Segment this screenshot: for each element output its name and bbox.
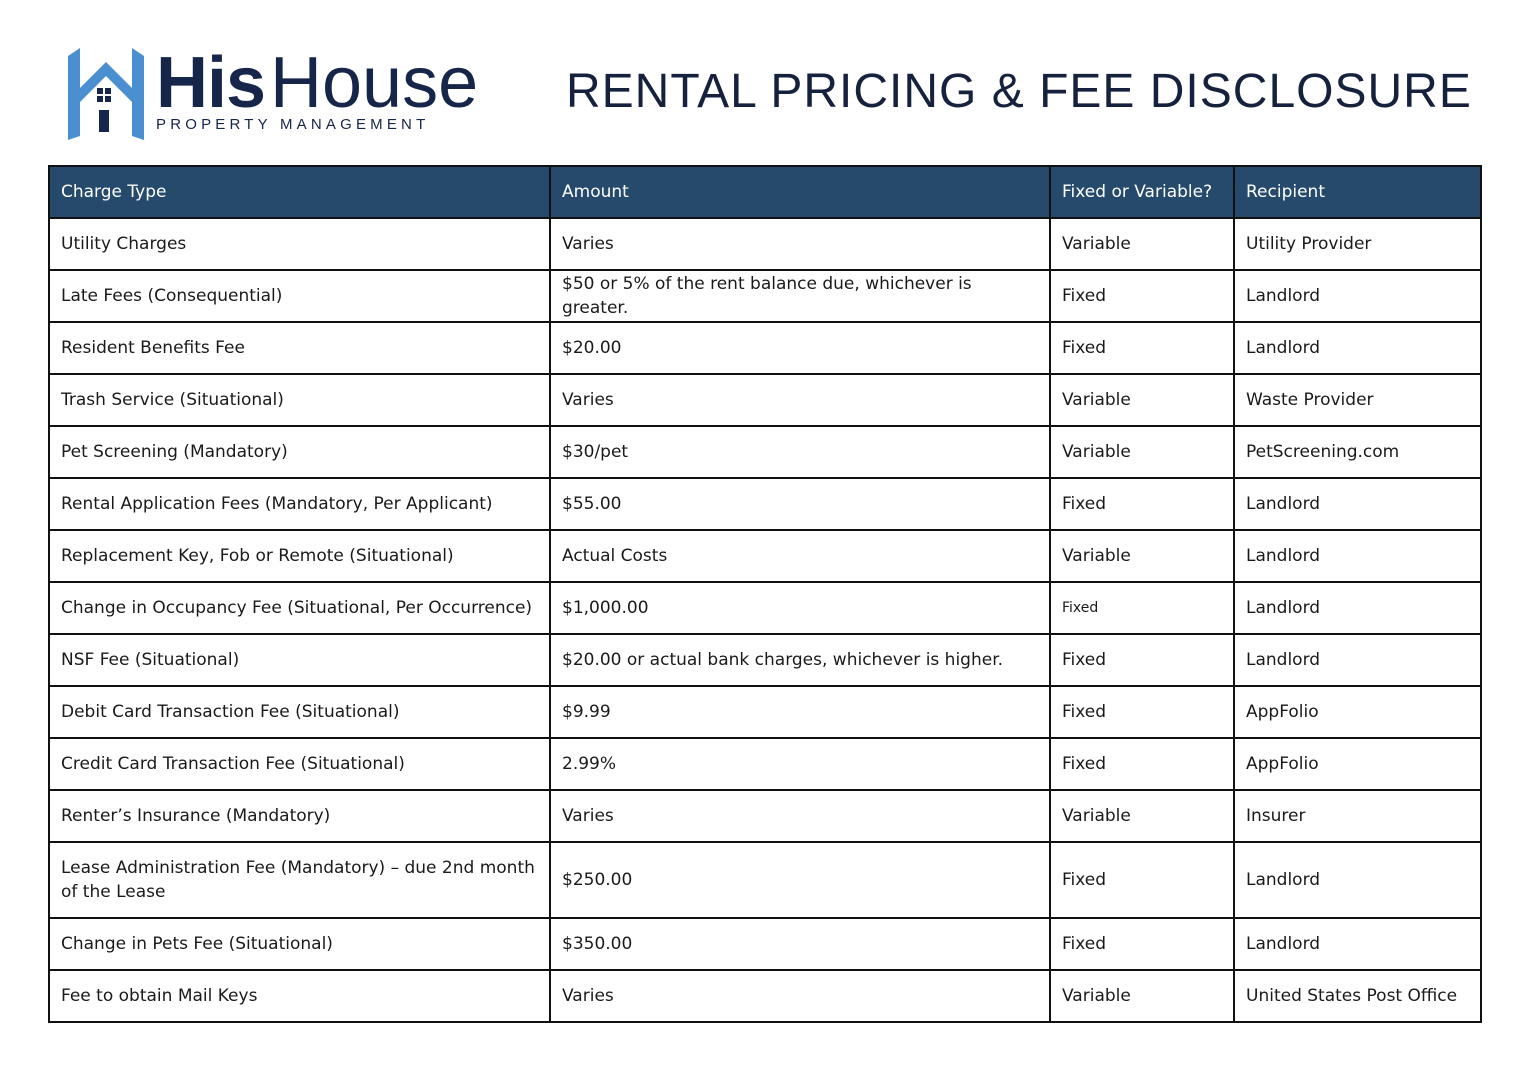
company-logo: His House PROPERTY MANAGEMENT xyxy=(64,43,504,144)
fee-table: Charge Type Amount Fixed or Variable? Recip… xyxy=(48,165,1482,1023)
house-logo-icon xyxy=(68,48,144,140)
cell-charge-type: Debit Card Transaction Fee (Situational) xyxy=(48,685,551,739)
cell-recipient: AppFolio xyxy=(1233,685,1482,739)
column-header-fixed-or-variable: Fixed or Variable? xyxy=(1049,165,1235,219)
cell-charge-type: Utility Charges xyxy=(48,217,551,271)
logo-text-his: His xyxy=(156,43,266,123)
cell-recipient: Landlord xyxy=(1233,529,1482,583)
cell-charge-type: Resident Benefits Fee xyxy=(48,321,551,375)
logo-subtitle: PROPERTY MANAGEMENT xyxy=(156,116,430,133)
cell-charge-type: Late Fees (Consequential) xyxy=(48,269,551,323)
cell-fixed-or-variable: Variable xyxy=(1049,425,1235,479)
cell-recipient: Landlord xyxy=(1233,321,1482,375)
cell-charge-type: NSF Fee (Situational) xyxy=(48,633,551,687)
logo-text-house: House xyxy=(270,43,479,123)
cell-charge-type: Change in Pets Fee (Situational) xyxy=(48,917,551,971)
cell-amount: $350.00 xyxy=(549,917,1051,971)
cell-fixed-or-variable: Fixed xyxy=(1049,633,1235,687)
table-row: Change in Pets Fee (Situational) $350.00 F… xyxy=(48,917,1482,971)
cell-recipient: Insurer xyxy=(1233,789,1482,843)
cell-charge-type: Replacement Key, Fob or Remote (Situatio… xyxy=(48,529,551,583)
cell-amount: Actual Costs xyxy=(549,529,1051,583)
cell-fixed-or-variable: Fixed xyxy=(1049,321,1235,375)
cell-recipient: Landlord xyxy=(1233,269,1482,323)
cell-recipient: Utility Provider xyxy=(1233,217,1482,271)
column-header-charge-type: Charge Type xyxy=(48,165,551,219)
cell-recipient: Landlord xyxy=(1233,917,1482,971)
column-header-amount: Amount xyxy=(549,165,1051,219)
cell-recipient: United States Post Office xyxy=(1233,969,1482,1023)
cell-amount: $55.00 xyxy=(549,477,1051,531)
table-row: Credit Card Transaction Fee (Situational… xyxy=(48,737,1482,791)
cell-recipient: Landlord xyxy=(1233,841,1482,919)
table-header-row: Charge Type Amount Fixed or Variable? Recip… xyxy=(48,165,1482,219)
cell-fixed-or-variable: Variable xyxy=(1049,217,1235,271)
cell-amount: $20.00 or actual bank charges, whichever… xyxy=(549,633,1051,687)
cell-recipient: Landlord xyxy=(1233,477,1482,531)
cell-charge-type: Change in Occupancy Fee (Situational, Pe… xyxy=(48,581,551,635)
cell-recipient: Waste Provider xyxy=(1233,373,1482,427)
cell-fixed-or-variable: Fixed xyxy=(1049,737,1235,791)
cell-fixed-or-variable: Variable xyxy=(1049,373,1235,427)
cell-charge-type: Fee to obtain Mail Keys xyxy=(48,969,551,1023)
table-row: Trash Service (Situational) Varies Variabl… xyxy=(48,373,1482,427)
table-row: Change in Occupancy Fee (Situational, Pe… xyxy=(48,581,1482,635)
table-row: Debit Card Transaction Fee (Situational)… xyxy=(48,685,1482,739)
table-row: Renter’s Insurance (Mandatory) Varies Vari… xyxy=(48,789,1482,843)
cell-fixed-or-variable: Variable xyxy=(1049,969,1235,1023)
cell-fixed-or-variable: Fixed xyxy=(1049,477,1235,531)
cell-charge-type: Pet Screening (Mandatory) xyxy=(48,425,551,479)
cell-amount: Varies xyxy=(549,217,1051,271)
cell-fixed-or-variable: Variable xyxy=(1049,529,1235,583)
cell-fixed-or-variable: Fixed xyxy=(1049,581,1235,635)
cell-fixed-or-variable: Variable xyxy=(1049,789,1235,843)
cell-amount: $9.99 xyxy=(549,685,1051,739)
cell-charge-type: Rental Application Fees (Mandatory, Per … xyxy=(48,477,551,531)
table-row: Fee to obtain Mail Keys Varies Variable Uni… xyxy=(48,969,1482,1023)
cell-charge-type: Lease Administration Fee (Mandatory) – d… xyxy=(48,841,551,919)
cell-charge-type: Trash Service (Situational) xyxy=(48,373,551,427)
cell-charge-type: Renter’s Insurance (Mandatory) xyxy=(48,789,551,843)
cell-amount: $20.00 xyxy=(549,321,1051,375)
cell-recipient: AppFolio xyxy=(1233,737,1482,791)
cell-amount: $50 or 5% of the rent balance due, which… xyxy=(549,269,1051,323)
cell-amount: $1,000.00 xyxy=(549,581,1051,635)
cell-amount: Varies xyxy=(549,789,1051,843)
cell-amount: $30/pet xyxy=(549,425,1051,479)
cell-amount: Varies xyxy=(549,373,1051,427)
cell-recipient: Landlord xyxy=(1233,581,1482,635)
cell-recipient: PetScreening.com xyxy=(1233,425,1482,479)
table-row: Utility Charges Varies Variable Utility Pro… xyxy=(48,217,1482,271)
cell-fixed-or-variable: Fixed xyxy=(1049,685,1235,739)
table-row: Resident Benefits Fee $20.00 Fixed Landlord xyxy=(48,321,1482,375)
table-row: NSF Fee (Situational) $20.00 or actual ba… xyxy=(48,633,1482,687)
column-header-recipient: Recipient xyxy=(1233,165,1482,219)
page-title: RENTAL PRICING & FEE DISCLOSURE xyxy=(566,65,1472,118)
table-row: Lease Administration Fee (Mandatory) – d… xyxy=(48,841,1482,919)
cell-fixed-or-variable: Fixed xyxy=(1049,917,1235,971)
table-row: Pet Screening (Mandatory) $30/pet Variable… xyxy=(48,425,1482,479)
table-row: Rental Application Fees (Mandatory, Per … xyxy=(48,477,1482,531)
cell-charge-type: Credit Card Transaction Fee (Situational… xyxy=(48,737,551,791)
cell-amount: $250.00 xyxy=(549,841,1051,919)
table-row: Late Fees (Consequential) $50 or 5% of th… xyxy=(48,269,1482,323)
cell-recipient: Landlord xyxy=(1233,633,1482,687)
table-row: Replacement Key, Fob or Remote (Situatio… xyxy=(48,529,1482,583)
cell-fixed-or-variable: Fixed xyxy=(1049,841,1235,919)
cell-amount: Varies xyxy=(549,969,1051,1023)
cell-amount: 2.99% xyxy=(549,737,1051,791)
cell-fixed-or-variable: Fixed xyxy=(1049,269,1235,323)
